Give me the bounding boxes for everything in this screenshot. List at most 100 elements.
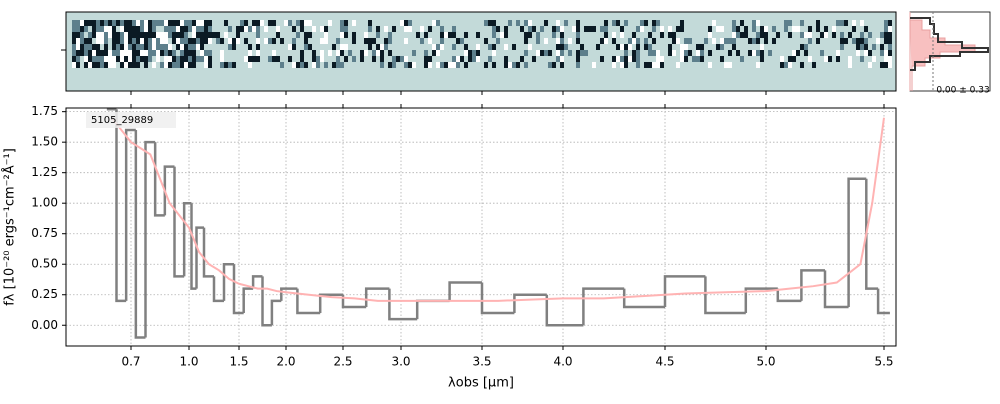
pixel [256, 56, 260, 62]
pixel [304, 38, 308, 44]
pixel [888, 26, 892, 32]
pixel [884, 38, 888, 44]
flux-step [744, 287, 778, 314]
pixel [88, 20, 92, 26]
pixel [372, 56, 376, 62]
x-tick-label: 4.5 [655, 355, 674, 369]
pixel [772, 26, 776, 32]
pixel [504, 62, 508, 68]
pixel [96, 50, 100, 56]
pixel [528, 26, 532, 32]
pixel [112, 32, 116, 38]
pixel [576, 50, 580, 56]
flux-step [865, 178, 879, 290]
pixel [292, 26, 296, 32]
pixel [764, 32, 768, 38]
pixel [888, 38, 892, 44]
pixel [116, 20, 120, 26]
pixel [196, 38, 200, 44]
pixel [552, 62, 556, 68]
pixel [128, 44, 132, 50]
pixel [384, 44, 388, 50]
pixel [144, 38, 148, 44]
pixel [592, 26, 596, 32]
flux-step [582, 287, 625, 326]
flux-step [800, 269, 825, 301]
pixel [560, 32, 564, 38]
pixel [96, 62, 100, 68]
pixel [112, 56, 116, 62]
pixel [236, 38, 240, 44]
pixel [128, 32, 132, 38]
pixel [424, 62, 428, 68]
flux-step [251, 275, 263, 289]
pixel [292, 38, 296, 44]
pixel [540, 50, 544, 56]
pixel [108, 32, 112, 38]
pixel [140, 44, 144, 50]
pixel [180, 38, 184, 44]
pixel [632, 56, 636, 62]
pixel [464, 50, 468, 56]
pixel [96, 32, 100, 38]
pixel [696, 50, 700, 56]
pixel [84, 20, 88, 26]
pixel [604, 20, 608, 26]
pixel [184, 56, 188, 62]
pixel [204, 32, 208, 38]
x-tick-label: 4.0 [553, 355, 572, 369]
pixel [800, 20, 804, 26]
pixel [760, 32, 764, 38]
pixel [628, 56, 632, 62]
pixel [424, 32, 428, 38]
pixel [272, 38, 276, 44]
pixel [836, 56, 840, 62]
pixel [788, 32, 792, 38]
pixel [372, 38, 376, 44]
flux-step [776, 288, 802, 303]
pixel [864, 44, 868, 50]
pixel [868, 62, 872, 68]
pixel [468, 56, 472, 62]
pixel [620, 26, 624, 32]
pixel [568, 50, 572, 56]
pixel [736, 32, 740, 38]
pixel [500, 32, 504, 38]
pixel [76, 32, 80, 38]
pixel [128, 62, 132, 68]
pixel [248, 62, 252, 68]
flux-step [296, 288, 321, 315]
pixel [120, 38, 124, 44]
pixel [312, 56, 316, 62]
pixel [376, 44, 380, 50]
pixel [324, 38, 328, 44]
pixel [364, 50, 368, 56]
pixel [180, 50, 184, 56]
pixel [436, 62, 440, 68]
pixel [720, 44, 724, 50]
pixel [376, 26, 380, 32]
pixel [340, 50, 344, 56]
pixel [680, 26, 684, 32]
pixel [72, 20, 76, 26]
pixel [640, 26, 644, 32]
pixel [736, 26, 740, 32]
pixel [124, 26, 128, 32]
pixel [804, 44, 808, 50]
pixel [652, 26, 656, 32]
pixel [560, 44, 564, 50]
pixel [576, 38, 580, 44]
pixel [552, 32, 556, 38]
pixel [492, 20, 496, 26]
pixel [288, 56, 292, 62]
pixel [840, 38, 844, 44]
pixel [152, 38, 156, 44]
panel-frame [65, 11, 897, 92]
pixel [116, 38, 120, 44]
pixel [220, 50, 224, 56]
pixel [124, 50, 128, 56]
pixel [828, 56, 832, 62]
pixel [868, 32, 872, 38]
pixel [72, 32, 76, 38]
pixel [420, 26, 424, 32]
